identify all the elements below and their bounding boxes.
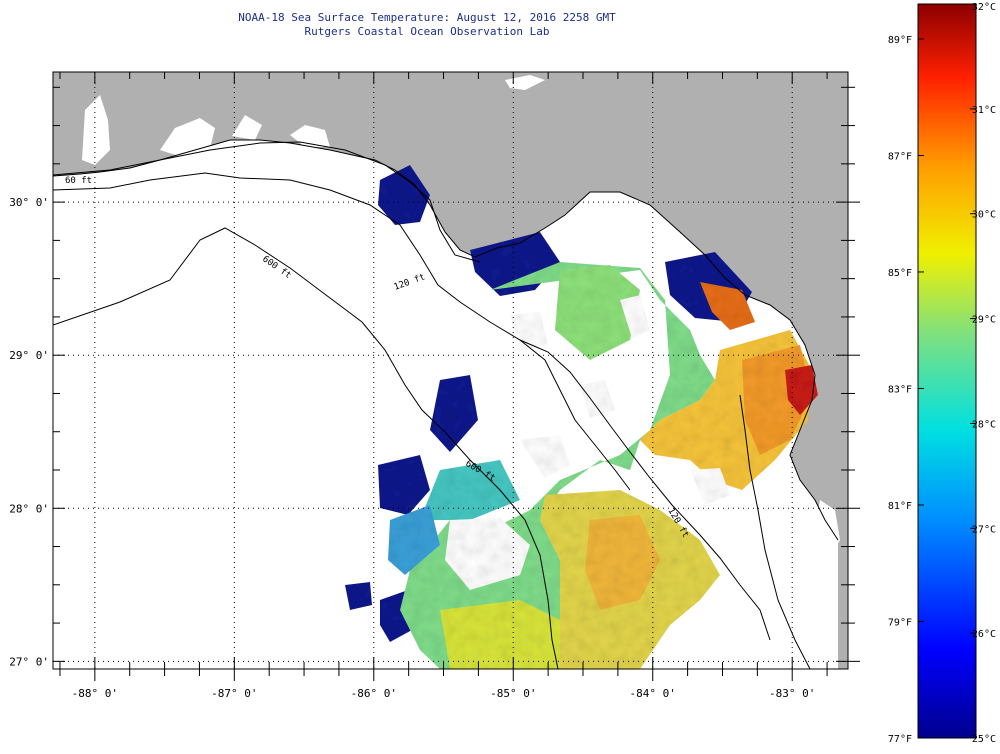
temperature-colorbar [917,3,977,739]
longitude-labels: -88° 0' -87° 0' -86° 0' -85° 0' -84° 0' -83° … [72,687,816,700]
colorbar-celsius-label: 27°C [972,524,996,535]
contour-120ft [53,172,771,641]
latitude-label: 28° 0' [9,502,49,515]
colorbar-fahrenheit-labels: 89°F 87°F 85°F 83°F 81°F 79°F 77°F [888,35,924,745]
latitude-label: 27° 0' [9,655,49,668]
colorbar-fahrenheit-label: 87°F [888,151,912,162]
axis-ticks [53,72,860,681]
longitude-label: -87° 0' [211,687,257,700]
colorbar-celsius-label: 32°C [972,2,996,13]
bathymetry-contours [53,141,811,669]
latitude-labels: 30° 0' 29° 0' 28° 0' 27° 0' [9,196,49,668]
longitude-label: -86° 0' [351,687,397,700]
longitude-label: -88° 0' [72,687,118,700]
sst-map[interactable]: 60 ft 120 ft 600 ft 600 ft 120 ft -88° 0… [0,0,860,754]
coastline [53,139,839,541]
colorbar-celsius-label: 30°C [972,210,996,221]
latitude-label: 30° 0' [9,196,49,209]
map-frame [52,71,849,670]
coast-contour-line [519,339,631,491]
colorbar-celsius-label: 25°C [972,734,996,745]
bay-area [815,500,840,560]
colorbar-celsius-label: 31°C [972,105,996,116]
contour-600ft-east [739,394,811,669]
colorbar-fahrenheit-label: 79°F [888,617,912,628]
colorbar-fahrenheit-label: 77°F [888,734,912,745]
colorbar-celsius-label: 26°C [972,629,996,640]
colorbar-celsius-label: 29°C [972,315,996,326]
cloud-patch [505,75,545,90]
bay-area [82,95,110,165]
sst-field [345,165,818,669]
latitude-label: 29° 0' [9,349,49,362]
colorbar-fahrenheit-label: 85°F [888,268,912,279]
colorbar-celsius-label: 28°C [972,419,996,430]
colorbar-fahrenheit-label: 89°F [888,35,912,46]
land-mass [53,72,848,669]
contour-label: 60 ft [65,176,92,186]
longitude-label: -84° 0' [630,687,676,700]
longitude-label: -83° 0' [769,687,815,700]
longitude-label: -85° 0' [490,687,536,700]
map-title: NOAA-18 Sea Surface Temperature: August … [238,11,616,24]
contour-600ft [53,227,559,669]
bay-area [232,115,262,140]
colorbar-fahrenheit-label: 83°F [888,384,912,395]
map-subtitle: Rutgers Coastal Ocean Observation Lab [304,25,550,38]
colorbar-fahrenheit-label: 81°F [888,501,912,512]
colorbar-celsius-labels: 32°C 31°C 30°C 29°C 28°C 27°C 26°C 25°C [970,2,996,745]
